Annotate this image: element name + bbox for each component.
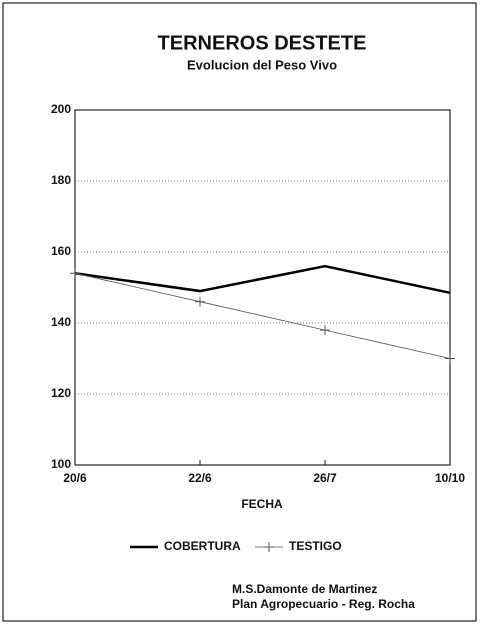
series-line	[74, 264, 451, 295]
legend-label: TESTIGO	[289, 539, 342, 553]
y-tick-label: 140	[51, 315, 71, 329]
y-tick-label: 160	[51, 244, 71, 258]
point-marker	[195, 296, 205, 307]
point-marker	[70, 268, 80, 279]
annotation: Plan Agropecuario - Reg. Rocha	[232, 597, 415, 611]
series-line	[74, 272, 451, 359]
y-tick-label: 120	[51, 386, 71, 400]
y-tick-label: 180	[51, 173, 71, 187]
point-marker	[320, 325, 330, 336]
legend-label: COBERTURA	[164, 539, 241, 553]
chart-subtitle: Evolucion del Peso Vivo	[187, 57, 337, 72]
x-tick-label: 10/10	[435, 471, 465, 485]
x-tick-label: 20/6	[63, 471, 87, 485]
chart-title: TERNEROS DESTETE	[158, 32, 367, 54]
x-tick-label: 22/6	[188, 471, 212, 485]
y-tick-label: 200	[51, 102, 71, 116]
point-marker	[445, 353, 455, 364]
legend-marker	[264, 542, 274, 552]
y-tick-label: 100	[51, 457, 71, 471]
x-tick-label: 26/7	[313, 471, 337, 485]
plot-frame	[74, 109, 451, 466]
x-axis-label: FECHA	[241, 497, 283, 511]
annotation: M.S.Damonte de Martinez	[232, 582, 377, 596]
